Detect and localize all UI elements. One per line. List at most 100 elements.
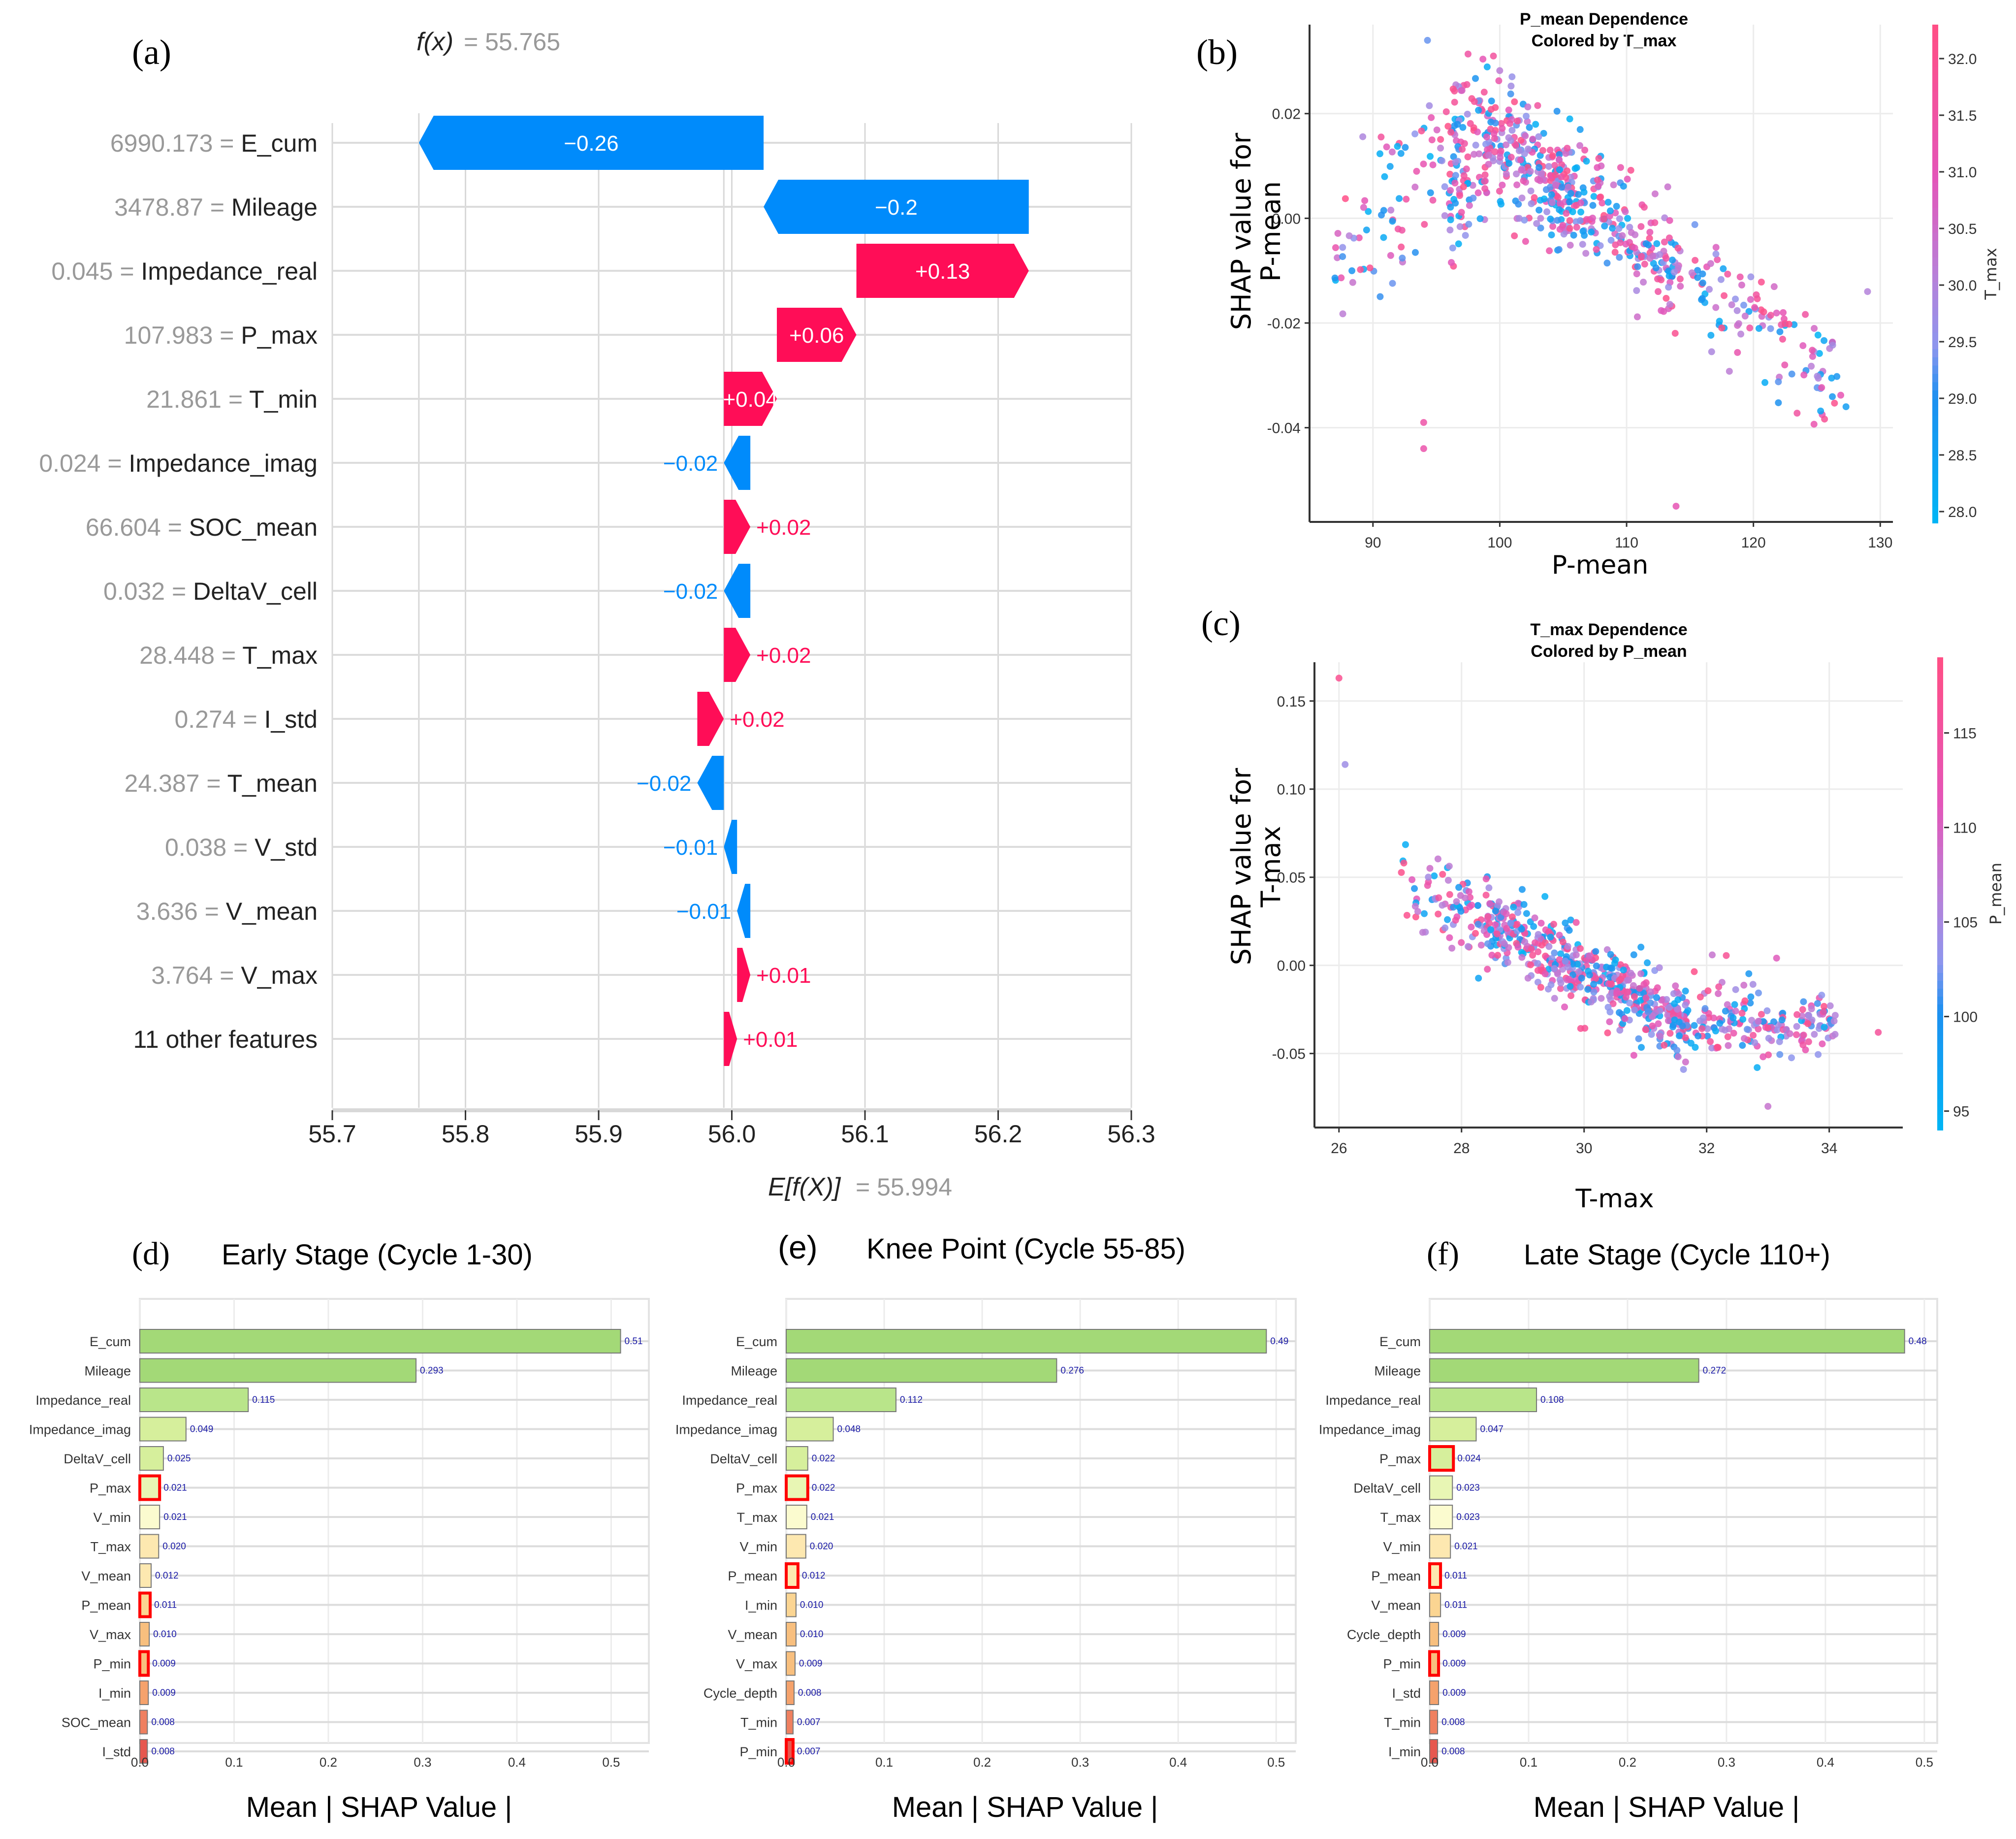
scatter-point <box>1754 1064 1761 1071</box>
scatter-point <box>1581 1025 1589 1032</box>
scatter-point <box>1427 153 1434 160</box>
a-bar-positive <box>697 692 724 746</box>
scatter-point <box>1332 244 1339 251</box>
scatter-point <box>1576 142 1583 149</box>
bar <box>139 1534 160 1559</box>
scatter-point <box>1534 102 1541 109</box>
colorbar-segment <box>1937 846 1943 855</box>
scatter-point <box>1527 187 1535 194</box>
scatter-point <box>1472 141 1479 149</box>
scatter-point <box>1786 1030 1793 1037</box>
scatter-point <box>1829 342 1836 349</box>
a-bar-value-label: +0.02 <box>730 708 784 732</box>
a-bar-positive <box>724 1012 737 1066</box>
scatter-point <box>1553 107 1561 115</box>
bar <box>139 1622 150 1646</box>
scatter-point-outlier <box>1420 419 1427 426</box>
scatter-point <box>1556 206 1563 213</box>
bar-category-label: T_max <box>736 1510 777 1525</box>
bar-category-label: Cycle_depth <box>704 1686 777 1701</box>
scatter-point <box>1513 170 1520 178</box>
scatter-point <box>1444 876 1452 884</box>
scatter-point <box>1732 1007 1739 1015</box>
scatter-point <box>1420 161 1427 168</box>
bar-category-label: E_cum <box>90 1334 131 1349</box>
scatter-point <box>1609 225 1616 232</box>
a-bar-value-label: −0.01 <box>676 900 731 924</box>
scatter-point <box>1339 244 1346 251</box>
scatter-point <box>1821 1024 1828 1031</box>
colorbar-segment <box>1937 886 1943 894</box>
fx-label: f(x) <box>416 28 453 56</box>
a-bar-value-label: +0.13 <box>915 259 970 284</box>
colorbar-segment <box>1932 174 1938 183</box>
bar <box>786 1534 806 1559</box>
scatter-point <box>1661 1041 1668 1049</box>
scatter-point <box>1448 944 1456 952</box>
scatter-point <box>1741 1035 1748 1042</box>
scatter-point <box>1497 913 1504 921</box>
scatter-point <box>1758 1011 1765 1018</box>
scatter-point <box>1444 916 1451 923</box>
scatter-point <box>1733 307 1741 314</box>
colorbar-segment <box>1937 988 1943 997</box>
scatter-point <box>1627 969 1634 977</box>
scatter-point <box>1656 251 1664 258</box>
a-bar-value-label: −0.26 <box>564 131 618 156</box>
scatter-point <box>1458 209 1465 216</box>
bar-category-label: Impedance_real <box>35 1393 131 1408</box>
colorbar-segment <box>1932 473 1938 482</box>
bar <box>786 1710 794 1735</box>
scatter-point <box>1821 337 1828 344</box>
scatter-point <box>1581 232 1588 239</box>
scatter-point <box>1562 150 1569 157</box>
scatter-point <box>1745 970 1753 977</box>
scatter-point <box>1738 1009 1746 1017</box>
scatter-point <box>1521 938 1529 945</box>
scatter-point <box>1376 293 1384 300</box>
scatter-point <box>1439 157 1446 164</box>
scatter-point <box>1652 264 1660 272</box>
colorbar-segment <box>1937 760 1943 768</box>
scatter-point <box>1644 1008 1652 1015</box>
a-row-label: 107.983 = P_max <box>124 322 318 349</box>
bar-category-label: V_mean <box>81 1569 131 1583</box>
scatter-point <box>1821 416 1828 423</box>
scatter-point <box>1595 183 1602 190</box>
bar-category-label: T_min <box>1384 1715 1421 1730</box>
scatter-point <box>1799 1006 1806 1013</box>
scatter-point <box>1780 309 1787 316</box>
scatter-point <box>1586 952 1593 960</box>
scatter-point <box>1589 202 1597 209</box>
scatter-point <box>1531 914 1538 922</box>
scatter-point <box>1494 952 1502 959</box>
scatter-point <box>1497 142 1504 150</box>
scatter-point <box>1831 399 1838 407</box>
scatter-point <box>1552 182 1560 189</box>
scatter-point <box>1483 63 1491 70</box>
colorbar-segment <box>1937 783 1943 792</box>
colorbar-segment <box>1937 917 1943 926</box>
scatter-point <box>1458 939 1465 946</box>
c-title-line2: Colored by P_mean <box>1531 642 1687 661</box>
scatter-point <box>1594 164 1601 171</box>
bar-value-label: 0.009 <box>1442 1629 1466 1640</box>
bar-value-label: 0.007 <box>797 1746 821 1757</box>
colorbar-segment <box>1937 1004 1943 1012</box>
panel-a-waterfall: (a) 6990.173 = E_cum −0.26 3478.87 = Milea… <box>39 28 1155 1201</box>
colorbar-tick-label: 29.5 <box>1948 334 1977 351</box>
scatter-point <box>1499 181 1506 189</box>
colorbar-tick-label: 115 <box>1953 726 1977 742</box>
scatter-point <box>1463 81 1471 88</box>
bar-value-label: 0.008 <box>1441 1746 1465 1757</box>
colorbar-segment <box>1932 74 1938 84</box>
scatter-point <box>1576 126 1584 133</box>
scatter-point <box>1491 148 1499 156</box>
scatter-point <box>1600 215 1608 223</box>
bar-highlighted <box>1428 1445 1455 1472</box>
bar-value-label: 0.021 <box>1454 1542 1478 1552</box>
scatter-point <box>1447 203 1454 211</box>
b-title-line2: Colored by T_max <box>1532 32 1677 50</box>
colorbar-segment <box>1932 58 1938 67</box>
scatter-point <box>1740 301 1747 309</box>
